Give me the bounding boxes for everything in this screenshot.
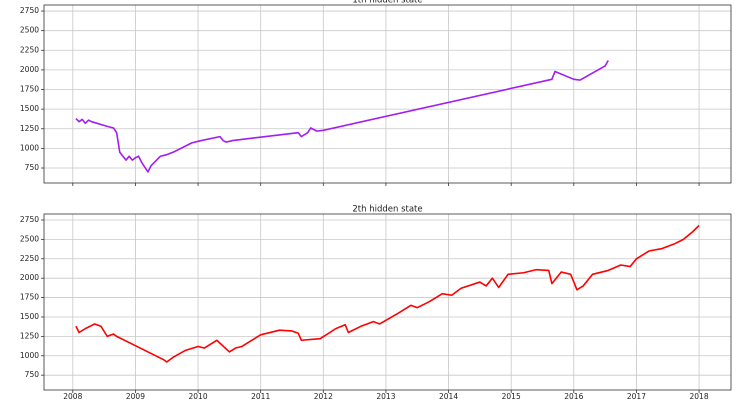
y-tick-label: 2500 — [20, 234, 39, 243]
y-tick-label: 2250 — [20, 254, 39, 263]
y-tick-label: 2000 — [20, 65, 39, 74]
chart-title: 1th hidden state — [352, 0, 422, 6]
y-tick-label: 2750 — [20, 215, 39, 224]
y-tick-label: 2500 — [20, 26, 39, 35]
x-tick-label: 2015 — [502, 392, 521, 401]
y-tick-label: 2250 — [20, 45, 39, 54]
x-tick-label: 2011 — [251, 392, 270, 401]
x-tick-label: 2016 — [564, 392, 583, 401]
x-tick-label: 2017 — [627, 392, 646, 401]
chart-title: 2th hidden state — [352, 205, 422, 215]
x-tick-label: 2018 — [690, 392, 709, 401]
y-tick-label: 1500 — [20, 104, 39, 113]
x-tick-label: 2009 — [126, 392, 145, 401]
plot-frame — [43, 4, 732, 184]
plot-frame — [43, 213, 732, 391]
data-line — [75, 224, 700, 363]
y-tick-label: 750 — [25, 163, 40, 172]
y-tick-label: 2000 — [20, 273, 39, 282]
x-tick-label: 2012 — [314, 392, 333, 401]
y-tick-label: 1250 — [20, 331, 39, 340]
x-tick-label: 2014 — [439, 392, 458, 401]
y-tick-label: 2750 — [20, 6, 39, 15]
y-tick-label: 750 — [25, 370, 40, 379]
y-tick-label: 1000 — [20, 143, 39, 152]
y-tick-label: 1000 — [20, 351, 39, 360]
y-tick-label: 1500 — [20, 312, 39, 321]
x-tick-label: 2013 — [376, 392, 395, 401]
data-line — [75, 60, 609, 173]
y-tick-label: 1750 — [20, 293, 39, 302]
y-tick-label: 1750 — [20, 85, 39, 94]
x-tick-label: 2008 — [63, 392, 82, 401]
y-tick-label: 1250 — [20, 124, 39, 133]
x-tick-label: 2010 — [189, 392, 208, 401]
